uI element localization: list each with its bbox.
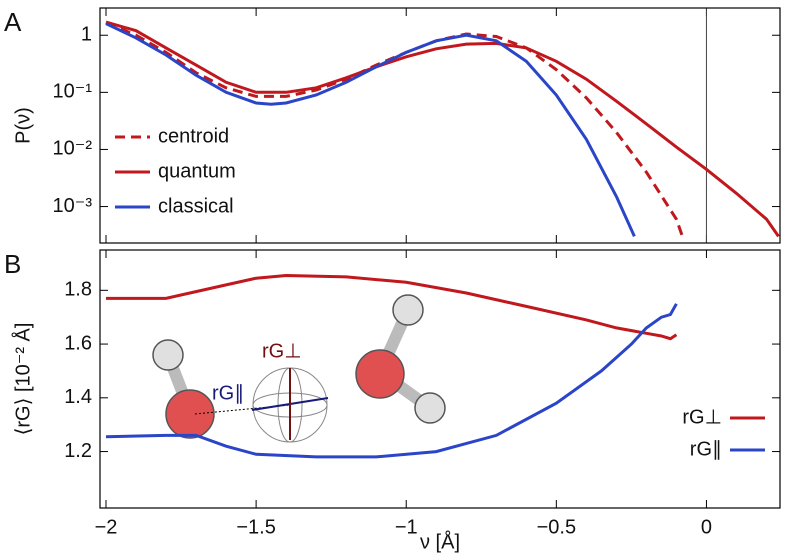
y-tick-label: 1 [81,24,92,46]
panel-label: B [4,249,21,279]
y-tick-label: 1.2 [64,440,92,462]
x-axis-label: ν [Å] [420,530,460,553]
hydrogen-atom [152,339,184,371]
plot-frame [99,7,781,244]
series-line [105,20,780,238]
y-tick-label: 1.6 [64,332,92,354]
oxygen-atom [165,389,215,439]
y-axis-label: P(ν) [12,107,34,144]
annotation: rG⊥ [262,340,302,362]
legend-label: quantum [158,160,236,182]
hydrogen-atom [414,392,446,424]
y-axis-label: ⟨rG⟩ [10⁻² Å] [11,323,34,436]
molecule-inset [152,294,446,443]
legend-label: classical [158,195,234,217]
series-line [106,273,678,341]
x-tick-label: −1 [395,516,418,538]
x-tick-label: −1.5 [236,516,275,538]
plot-frame [99,249,781,509]
legend-label: rG⊥ [682,406,722,428]
oxygen-atom [355,349,405,399]
hydrogen-atom [392,294,424,326]
annotation: rG∥ [212,382,244,404]
panel-label: A [4,7,22,37]
series-line [105,22,636,238]
legend-label: rG∥ [690,438,722,460]
y-tick-label: 10⁻³ [53,195,93,217]
y-tick-label: 1.8 [64,279,92,301]
y-tick-label: 1.4 [64,386,92,408]
x-tick-label: −0.5 [537,516,576,538]
series-line [105,303,678,459]
x-tick-label: −2 [95,516,118,538]
legend-label: centroid [158,125,229,147]
y-tick-label: 10⁻² [53,138,93,160]
x-tick-label: 0 [701,516,712,538]
y-tick-label: 10⁻¹ [53,81,93,103]
